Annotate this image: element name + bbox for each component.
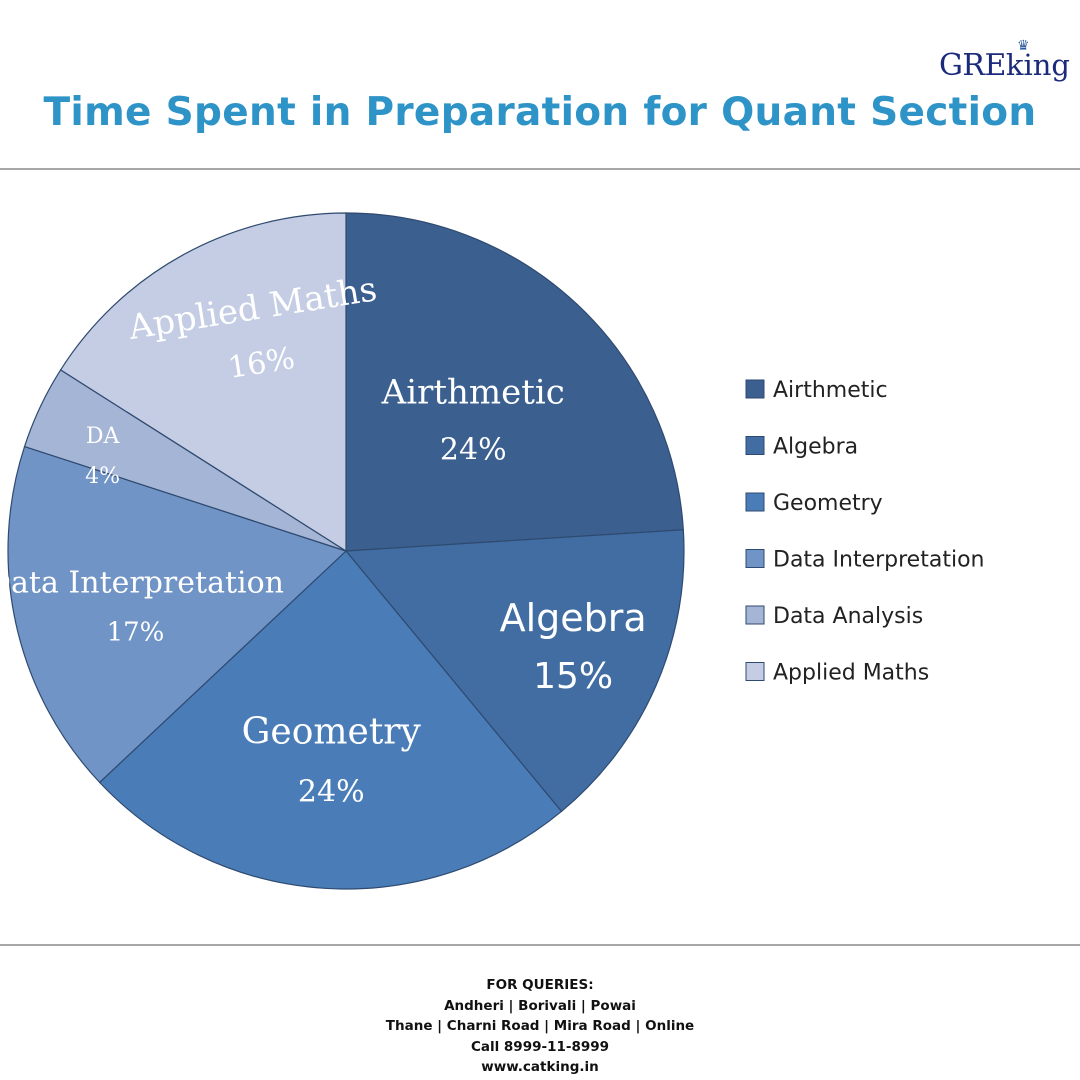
slice-name-label: Airthmetic — [381, 372, 565, 412]
footer-heading: FOR QUERIES: — [486, 977, 594, 993]
legend-swatch-algebra — [745, 436, 765, 455]
pie-slice-applied-maths — [59, 212, 347, 553]
slice-label-airthmetic: Airthmetic 24% — [381, 372, 565, 467]
legend-label-airthmetic: Airthmetic — [773, 378, 888, 403]
slice-name-label: Algebra — [500, 596, 647, 640]
legend-label-data-analysis: Data Analysis — [773, 604, 923, 629]
legend-swatch-data-interpretation — [745, 549, 765, 568]
crown-icon: ♛ — [1016, 38, 1030, 54]
slice-name-label: Data Interpretation — [0, 566, 284, 601]
pie-slice-airthmetic — [345, 212, 684, 552]
slice-label-data-interpretation: Data Interpretation 17% — [0, 566, 284, 648]
footer-locations-2: Thane | Charni Road | Mira Road | Online — [385, 1018, 695, 1034]
slice-value-label: 24% — [440, 432, 507, 467]
logo-suffix: king — [1005, 48, 1070, 82]
legend-label-applied-maths: Applied Maths — [773, 661, 929, 686]
legend-label-geometry: Geometry — [773, 491, 883, 516]
slice-label-algebra: Algebra 15% — [500, 596, 647, 697]
slice-label-geometry: Geometry 24% — [242, 711, 422, 809]
legend-swatch-geometry — [745, 492, 765, 512]
slice-name-label: Geometry — [242, 711, 422, 752]
legend-swatch-applied-maths — [745, 662, 765, 681]
footer-website: www.catking.in — [481, 1059, 599, 1075]
slice-name-label: DA — [86, 424, 121, 449]
pie-slice-data-interpretation — [7, 445, 348, 784]
slice-label-data-analysis: DA 4% — [85, 424, 120, 489]
slice-value-label: 4% — [85, 464, 120, 489]
legend-label-algebra: Algebra — [773, 435, 858, 460]
top-divider — [0, 168, 1080, 170]
bottom-divider — [0, 944, 1080, 946]
brand-logo: ♛ GREking — [938, 38, 1070, 83]
legend-label-data-interpretation: Data Interpretation — [773, 548, 984, 573]
slice-value-label: 15% — [533, 656, 613, 697]
pie-slice-algebra — [344, 529, 685, 813]
footer-phone: Call 8999-11-8999 — [470, 1038, 610, 1055]
page-title: Time Spent in Preparation for Quant Sect… — [43, 90, 1037, 135]
footer: FOR QUERIES: Andheri | Borivali | Powai … — [0, 975, 1080, 1078]
legend-swatch-data-analysis — [745, 605, 765, 625]
legend-swatch-airthmetic — [745, 379, 765, 399]
logo-main: GRE — [938, 48, 1006, 83]
pie-slice-geometry — [98, 550, 563, 890]
footer-locations-1: Andheri | Borivali | Powai — [444, 997, 636, 1014]
slice-value-label: 17% — [107, 618, 165, 648]
slice-value-label: 24% — [298, 774, 365, 809]
